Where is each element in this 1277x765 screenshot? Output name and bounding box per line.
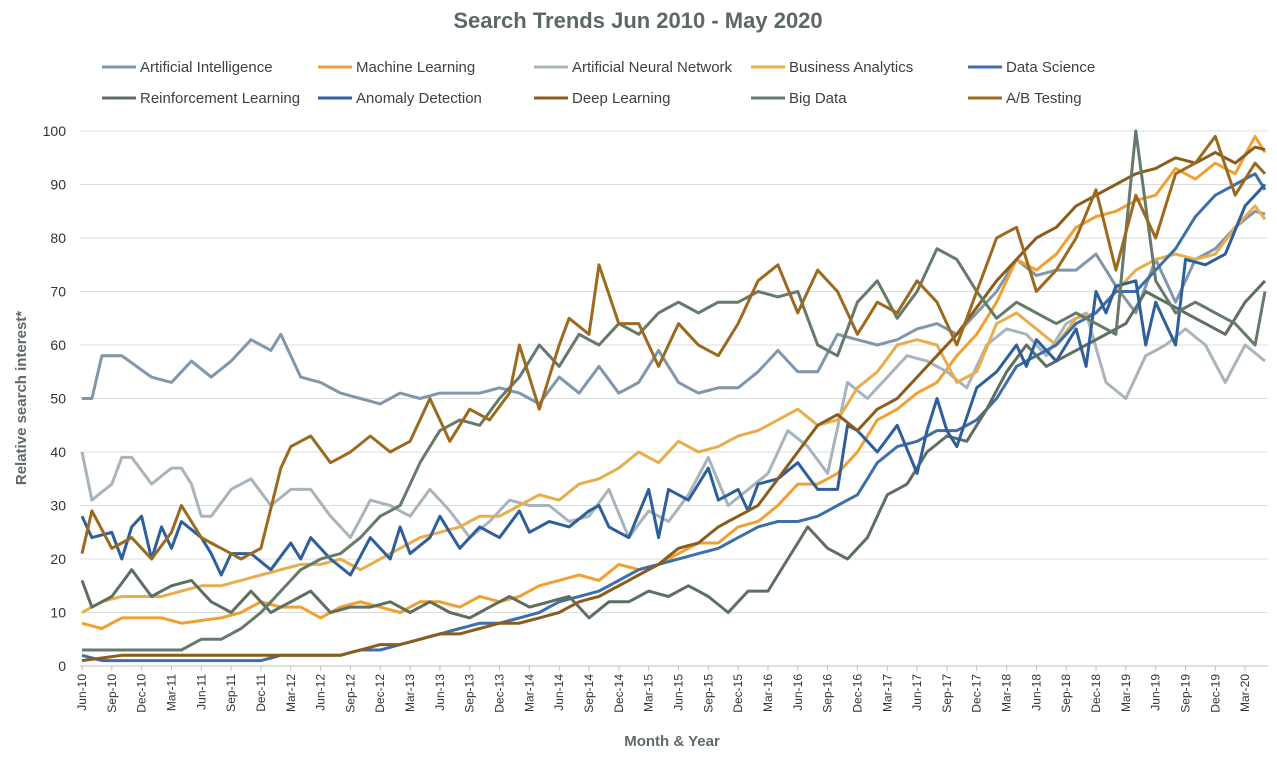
x-tick-label: Dec-17 bbox=[970, 674, 984, 713]
x-tick-label: Mar-12 bbox=[284, 674, 298, 712]
x-tick-label: Sep-15 bbox=[701, 674, 715, 713]
x-tick-label: Dec-14 bbox=[612, 674, 626, 713]
x-tick-label: Sep-17 bbox=[940, 674, 954, 713]
series-line-4 bbox=[81, 172, 1267, 663]
x-tick-label: Sep-10 bbox=[105, 674, 119, 713]
x-tick-label: Dec-11 bbox=[254, 674, 268, 712]
y-tick-label: 40 bbox=[50, 444, 66, 460]
series-line-7 bbox=[81, 145, 1266, 663]
x-tick-label: Jun-12 bbox=[314, 674, 328, 711]
legend-label: Reinforcement Learning bbox=[140, 90, 300, 107]
series-line-0 bbox=[82, 209, 1266, 406]
x-tick-label: Jun-10 bbox=[75, 674, 89, 711]
x-tick-label: Sep-18 bbox=[1059, 674, 1073, 713]
x-tick-label: Jun-17 bbox=[910, 674, 924, 711]
legend-label: Machine Learning bbox=[356, 59, 475, 76]
x-tick-label: Mar-19 bbox=[1119, 674, 1133, 712]
x-tick-label: Jun-13 bbox=[433, 674, 447, 711]
x-tick-label: Sep-14 bbox=[582, 674, 596, 713]
series-line-5 bbox=[80, 279, 1267, 620]
x-tick-label: Sep-12 bbox=[343, 674, 357, 713]
x-tick-label: Jun-16 bbox=[791, 674, 805, 711]
series-line-3 bbox=[81, 204, 1267, 614]
x-tick-label: Mar-17 bbox=[880, 674, 894, 712]
series-line-8 bbox=[82, 129, 1267, 652]
legend-label: Data Science bbox=[1006, 59, 1095, 76]
chart-title: Search Trends Jun 2010 - May 2020 bbox=[453, 8, 822, 33]
x-axis-title: Month & Year bbox=[624, 733, 720, 750]
y-tick-label: 80 bbox=[50, 230, 66, 246]
y-tick-label: 100 bbox=[43, 123, 67, 139]
x-tick-label: Sep-16 bbox=[821, 674, 835, 713]
legend-label: A/B Testing bbox=[1006, 90, 1082, 107]
x-tick-label: Dec-15 bbox=[731, 674, 745, 713]
y-tick-label: 20 bbox=[50, 551, 66, 567]
x-tick-label: Dec-19 bbox=[1208, 674, 1222, 713]
x-tick-label: Dec-16 bbox=[850, 674, 864, 713]
x-tick-label: Mar-16 bbox=[761, 674, 775, 712]
x-tick-label: Mar-11 bbox=[164, 674, 178, 711]
legend-label: Big Data bbox=[789, 90, 847, 107]
legend-label: Artificial Intelligence bbox=[140, 59, 273, 76]
legend-label: Deep Learning bbox=[572, 90, 670, 107]
series-line-2 bbox=[80, 311, 1266, 540]
x-tick-label: Sep-13 bbox=[463, 674, 477, 713]
x-tick-label: Dec-13 bbox=[493, 674, 507, 713]
y-tick-label: 50 bbox=[50, 391, 66, 407]
x-tick-label: Mar-13 bbox=[403, 674, 417, 712]
series-line-9 bbox=[80, 134, 1267, 561]
x-tick-label: Jun-14 bbox=[552, 674, 566, 711]
x-tick-label: Mar-14 bbox=[522, 674, 536, 712]
x-tick-label: Mar-20 bbox=[1238, 674, 1252, 712]
y-axis-title: Relative search interest* bbox=[13, 311, 30, 485]
x-tick-label: Mar-18 bbox=[1000, 674, 1014, 712]
series-lines bbox=[80, 129, 1267, 663]
series-line-6 bbox=[80, 183, 1267, 577]
y-axis-ticks: 0 10 20 30 40 50 60 70 80 90 100 bbox=[43, 123, 67, 674]
legend-label: Anomaly Detection bbox=[356, 90, 482, 107]
x-tick-label: Jun-15 bbox=[671, 674, 685, 711]
gridlines bbox=[80, 130, 1268, 667]
y-tick-label: 0 bbox=[58, 658, 66, 674]
legend-label: Artificial Neural Network bbox=[572, 59, 733, 76]
x-tick-label: Mar-15 bbox=[642, 674, 656, 712]
x-tick-label: Jun-11 bbox=[194, 674, 208, 710]
x-tick-label: Dec-18 bbox=[1089, 674, 1103, 713]
x-tick-label: Jun-18 bbox=[1029, 674, 1043, 711]
y-tick-label: 30 bbox=[50, 498, 66, 514]
chart-legend: Artificial Intelligence Machine Learning A… bbox=[102, 59, 1095, 107]
y-tick-label: 10 bbox=[50, 605, 66, 621]
x-axis-ticks: Jun-10 Sep-10 Dec-10 Mar-11 Jun-11 Sep-11 Dec-… bbox=[75, 666, 1252, 713]
y-tick-label: 60 bbox=[50, 337, 66, 353]
legend-label: Business Analytics bbox=[789, 59, 913, 76]
y-tick-label: 70 bbox=[50, 284, 66, 300]
x-tick-label: Sep-19 bbox=[1178, 674, 1192, 713]
x-tick-label: Sep-11 bbox=[224, 674, 238, 712]
y-tick-label: 90 bbox=[50, 177, 66, 193]
x-tick-label: Dec-12 bbox=[373, 674, 387, 713]
x-tick-label: Dec-10 bbox=[135, 674, 149, 713]
x-tick-label: Jun-19 bbox=[1149, 674, 1163, 711]
